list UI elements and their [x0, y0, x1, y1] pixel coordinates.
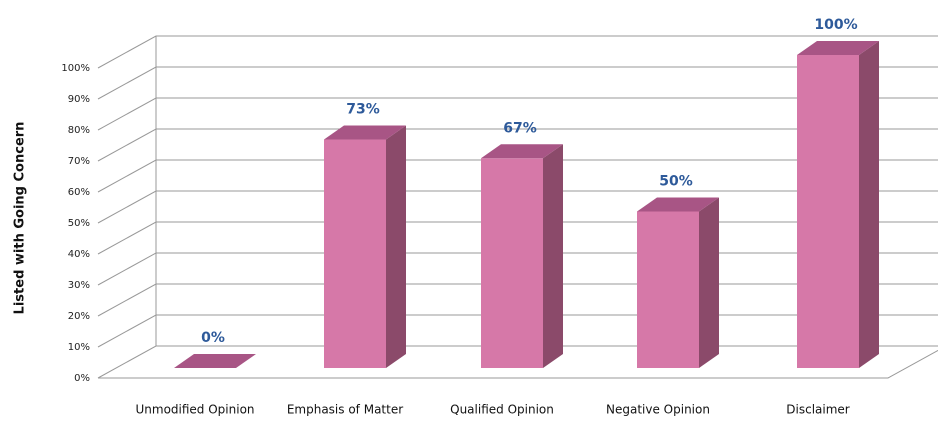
bar-side — [386, 125, 406, 368]
y-tick-label: 0% — [74, 373, 90, 384]
y-tick-label: 70% — [68, 156, 90, 167]
bar-top — [481, 144, 563, 159]
y-tick-label: 80% — [68, 125, 90, 136]
x-tick-label: Unmodified Opinion — [135, 403, 254, 417]
grid-line — [97, 97, 938, 131]
bar-front — [637, 211, 699, 368]
x-tick-label: Emphasis of Matter — [287, 403, 403, 417]
y-tick-label: 10% — [68, 342, 90, 353]
bar-top — [174, 354, 256, 368]
y-tick-label: 50% — [68, 218, 90, 229]
value-label: 73% — [346, 102, 380, 118]
y-tick-label: 30% — [68, 280, 90, 291]
y-tick-label: 20% — [68, 311, 90, 322]
grid-line — [97, 66, 938, 100]
grid-line — [97, 159, 938, 193]
value-label: 100% — [814, 17, 857, 33]
grid-line — [97, 128, 938, 162]
floor-edge — [98, 349, 938, 379]
y-tick-label: 100% — [61, 63, 90, 74]
y-axis-label: Listed with Going Concern — [13, 122, 28, 315]
bar-top — [797, 41, 879, 55]
grid-line — [97, 35, 938, 69]
x-tick-label: Negative Opinion — [606, 403, 710, 417]
bar-side — [859, 41, 879, 368]
value-label: 0% — [201, 330, 225, 346]
bar-front — [481, 158, 543, 368]
y-tick-label: 90% — [68, 94, 90, 105]
y-tick-label: 40% — [68, 249, 90, 260]
bar-top — [637, 197, 719, 212]
value-label: 67% — [503, 120, 537, 136]
x-tick-label: Qualified Opinion — [450, 403, 554, 417]
bar-side — [543, 144, 563, 368]
grid-line — [97, 190, 938, 224]
bar-side — [699, 197, 719, 368]
bar-top — [324, 125, 406, 140]
y-tick-label: 60% — [68, 187, 90, 198]
bar-front — [797, 55, 859, 368]
value-label: 50% — [659, 174, 693, 190]
x-tick-label: Disclaimer — [786, 403, 850, 417]
bar-front — [324, 139, 386, 368]
